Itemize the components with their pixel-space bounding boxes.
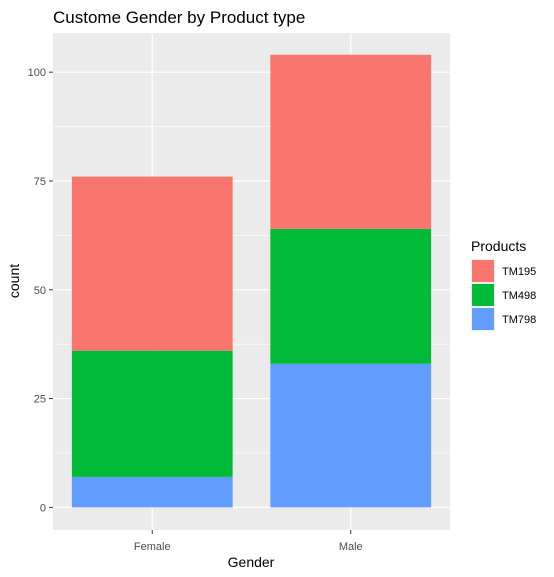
bar-tm498-male: [270, 228, 432, 364]
legend-swatch-tm195: [472, 260, 494, 282]
legend-swatch-tm798: [472, 308, 494, 330]
legend-label: TM798: [502, 314, 536, 326]
bar-tm195-male: [270, 54, 432, 229]
legend-swatch-tm498: [472, 284, 494, 306]
y-axis-title: count: [6, 264, 22, 298]
bar-tm498-female: [71, 350, 233, 477]
x-axis: Female Male: [134, 530, 363, 553]
y-tick-label: 75: [34, 176, 46, 188]
chart-title: Custome Gender by Product type: [53, 8, 305, 27]
y-tick-label: 0: [40, 502, 46, 514]
bar-tm798-female: [71, 476, 233, 508]
y-axis: 0 25 50 75 100: [28, 67, 53, 514]
x-tick-label: Female: [134, 541, 171, 553]
x-tick-label: Male: [339, 541, 363, 553]
y-tick-label: 50: [34, 285, 46, 297]
x-axis-title: Gender: [228, 554, 275, 570]
legend-title: Products: [471, 238, 526, 254]
bar-tm798-male: [270, 363, 432, 508]
y-tick-label: 100: [28, 67, 46, 79]
legend-label: TM195: [502, 266, 536, 278]
y-tick-label: 25: [34, 394, 46, 406]
legend-label: TM498: [502, 290, 536, 302]
bars: [71, 54, 432, 508]
bar-tm195-female: [71, 176, 233, 351]
legend: Products TM195 TM498 TM798: [471, 238, 536, 331]
